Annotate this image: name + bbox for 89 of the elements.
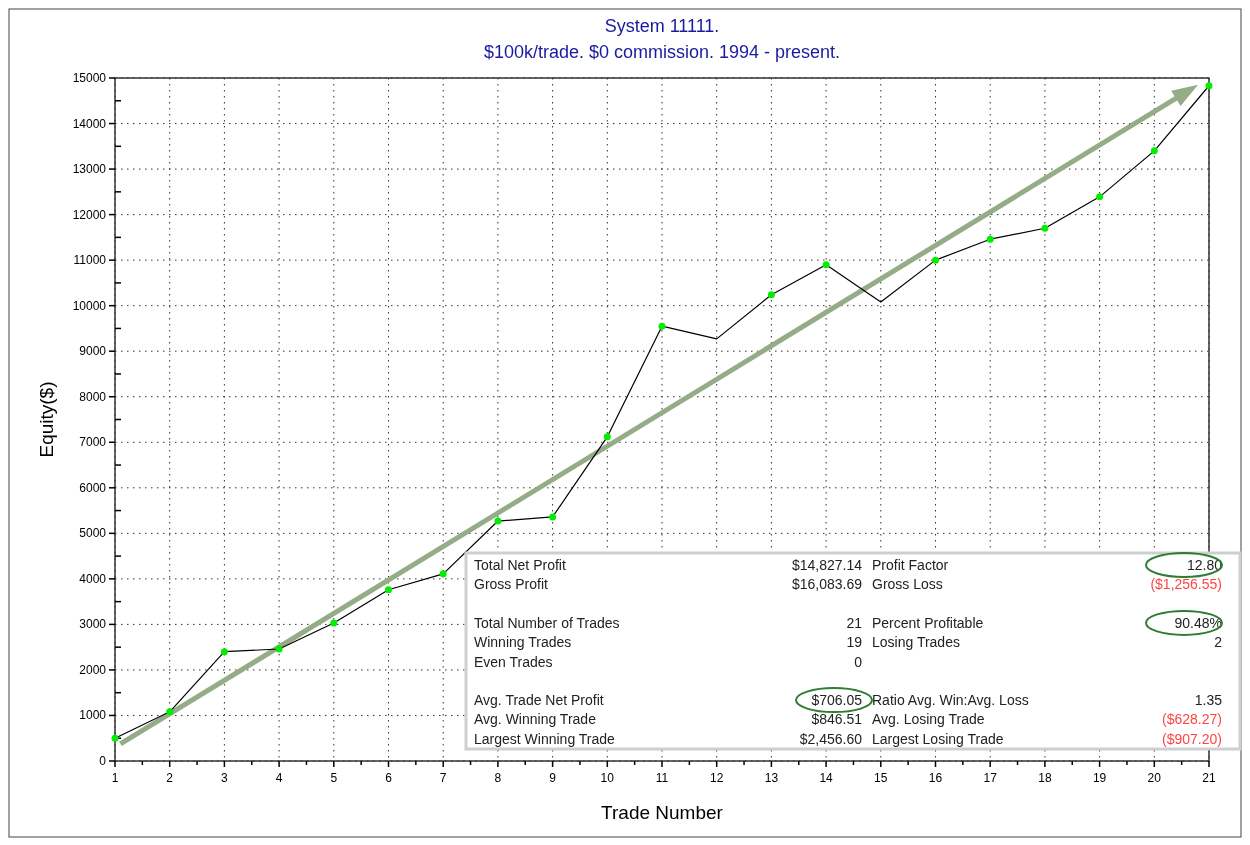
point [439, 570, 447, 578]
point [1205, 82, 1213, 90]
y-tick-label: 11000 [73, 253, 107, 268]
x-tick-label: 12 [710, 771, 724, 785]
x-tick-label: 10 [600, 771, 615, 785]
y-axis-title: Equity($) [36, 381, 57, 458]
y-tick-label: 12000 [72, 207, 107, 222]
y-tick-label: 6000 [79, 480, 107, 495]
y-tick-label: 15000 [72, 71, 107, 85]
annotation: Largest Winning Trade [474, 730, 616, 747]
x-tick-label: 11 [655, 771, 669, 785]
x-tick-label: 3 [221, 771, 229, 785]
point [330, 619, 338, 627]
annotation: Largest Losing Trade [872, 730, 1004, 747]
annotation: Gross Profit [474, 576, 549, 593]
point [986, 235, 994, 243]
annotation: 12.80 [1186, 557, 1223, 573]
annotation: 1.35 [1194, 692, 1223, 709]
text: 2 [1214, 634, 1223, 651]
x-tick-label: 6 [385, 771, 393, 785]
y-tick-label: 4000 [79, 571, 107, 586]
point [822, 261, 830, 269]
annotation: Avg. Losing Trade [872, 711, 985, 728]
annotation: ($907.20) [1162, 730, 1222, 747]
x-tick-label: 18 [1038, 771, 1052, 785]
point [220, 648, 228, 656]
annotation: ($1,256.55) [1150, 576, 1222, 593]
annotation: Ratio Avg. Win:Avg. Loss [872, 692, 1029, 709]
annotation: Avg. Trade Net Profit [474, 692, 604, 709]
x-tick-label: 19 [1092, 771, 1107, 785]
y-tick-label: 14000 [72, 116, 107, 131]
annotation: ($628.27) [1162, 711, 1222, 728]
point [932, 256, 939, 264]
x-tick-label: 20 [1147, 771, 1162, 785]
point [1150, 147, 1158, 155]
y-tick-label: 1000 [79, 708, 107, 723]
annotation: Total Number of Trades [474, 614, 620, 631]
annotation: Winning Trades [474, 634, 572, 651]
annotation: Avg. Winning Trade [474, 711, 597, 728]
point [767, 291, 775, 299]
y-tick-label: 0 [99, 754, 107, 768]
x-tick-label: 13 [764, 771, 779, 785]
x-tick-label: 1 [111, 771, 119, 785]
annotation: Gross Loss [872, 576, 943, 593]
point [494, 517, 502, 525]
chart-title: System 11111. [604, 16, 720, 36]
annotation: $2,456.60 [799, 730, 863, 747]
point [1041, 224, 1049, 232]
x-tick-label: 5 [330, 771, 338, 785]
y-tick-label: 8000 [79, 389, 107, 404]
y-tick-label: 13000 [72, 162, 107, 177]
y-tick-label: 9000 [79, 344, 107, 359]
point [549, 513, 557, 521]
x-tick-label: 8 [494, 771, 502, 785]
annotation: Profit Factor [872, 557, 949, 573]
annotation: 90.48% [1174, 614, 1222, 631]
annotation: 19 [846, 634, 863, 651]
chart-subtitle: $100k/trade. $0 commission. 1994 - present. [483, 42, 841, 62]
y-tick-label: 5000 [79, 526, 107, 541]
annotation: Percent Profitable [872, 614, 984, 631]
annotation: Even Trades [474, 653, 553, 670]
point [603, 433, 611, 441]
x-tick-label: 9 [549, 771, 557, 785]
point [658, 322, 666, 330]
y-tick-label: 2000 [79, 662, 107, 677]
x-tick-label: 7 [439, 771, 447, 785]
point [275, 645, 283, 653]
y-tick-label: 10000 [72, 298, 107, 313]
point [385, 586, 392, 594]
y-tick-label: 3000 [79, 617, 107, 632]
annotation: $14,827.14 [791, 557, 863, 573]
x-tick-label: 14 [819, 771, 834, 785]
annotation: 0 [854, 653, 863, 670]
y-tick-label: 7000 [79, 435, 107, 450]
x-tick-label: 2 [166, 771, 174, 785]
annotation: Losing Trades [872, 634, 960, 651]
point [1096, 193, 1104, 201]
x-tick-label: 21 [1202, 771, 1216, 785]
x-axis-title: Trade Number [601, 802, 724, 823]
x-tick-label: 4 [275, 771, 283, 785]
point [166, 708, 174, 716]
annotation: 21 [846, 614, 863, 631]
x-tick-label: 15 [874, 771, 888, 785]
x-tick-label: 17 [983, 771, 998, 785]
annotation: $16,083.69 [791, 576, 863, 593]
x-tick-label: 16 [928, 771, 943, 785]
annotation: $846.51 [811, 711, 863, 728]
annotation: Total Net Profit [474, 557, 566, 573]
annotation: $706.05 [811, 692, 863, 709]
